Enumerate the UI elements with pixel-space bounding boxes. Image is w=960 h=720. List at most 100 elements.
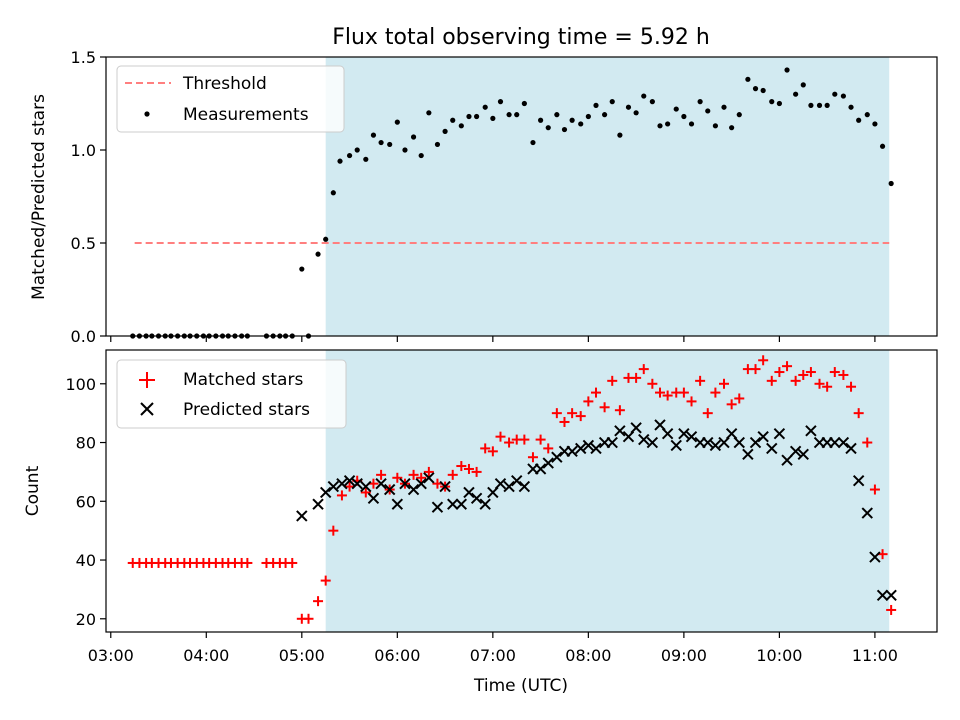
measurement-points-group <box>130 67 894 339</box>
measurement-point <box>808 102 814 108</box>
matched-star-marker <box>798 369 809 380</box>
measurement-point <box>800 82 806 88</box>
predicted-star-marker <box>789 445 802 458</box>
measurement-point <box>521 100 527 107</box>
measurement-point <box>816 102 823 108</box>
matched-star-marker <box>559 416 570 427</box>
measurement-point <box>330 190 336 196</box>
matched-star-marker <box>655 387 665 398</box>
measurement-point <box>649 99 655 105</box>
predicted-star-marker <box>709 439 722 452</box>
measurement-point <box>554 112 560 118</box>
measurement-point <box>363 156 369 162</box>
measurement-point <box>633 110 639 116</box>
measurement-point <box>617 132 623 138</box>
measurement-point <box>793 91 799 97</box>
bottom-x-tick-label: 04:00 <box>183 646 229 665</box>
measurement-point <box>705 108 711 114</box>
matched-stars-points-group <box>127 355 897 624</box>
measurement-point <box>745 76 751 82</box>
bottom-legend-box <box>116 359 347 429</box>
top-y-ticks: 0.0 0.5 1.0 1.5 <box>71 48 106 346</box>
top-observing-window <box>325 57 890 336</box>
matched-star-marker <box>766 375 777 386</box>
bottom-y-tick-label: 20 <box>76 610 96 629</box>
matched-star-marker <box>647 378 658 389</box>
top-axes-frame <box>105 56 938 337</box>
matched-star-marker <box>527 452 538 463</box>
predicted-star-marker <box>518 480 531 493</box>
measurement-point <box>346 152 353 159</box>
predicted-star-marker <box>551 451 563 463</box>
predicted-star-marker <box>670 439 682 452</box>
predicted-star-marker <box>869 551 881 563</box>
measurement-point <box>450 117 456 123</box>
predicted-star-marker <box>837 436 850 449</box>
predicted-star-marker <box>360 480 372 493</box>
measurement-point <box>497 99 504 105</box>
matched-star-marker <box>487 446 498 457</box>
measurement-point <box>370 132 377 138</box>
matched-star-marker <box>575 411 586 422</box>
matched-star-marker <box>423 466 434 477</box>
predicted-star-marker <box>575 442 587 455</box>
bottom-y-ticks: 20 40 60 80 100 <box>65 375 106 629</box>
predicted-star-marker <box>479 498 491 510</box>
matched-star-marker <box>543 443 554 454</box>
bottom-x-ticks: 03:00 04:00 05:00 06:00 07:00 08:00 09:00 10:00… <box>88 632 898 665</box>
legend-threshold-label: Threshold <box>182 74 267 94</box>
predicted-star-marker <box>431 501 444 513</box>
measurement-point <box>832 91 838 97</box>
predicted-star-marker <box>336 477 348 490</box>
measurement-point <box>506 112 512 118</box>
measurement-point <box>299 266 305 272</box>
matched-star-marker <box>678 387 689 398</box>
measurement-point <box>337 158 343 164</box>
measurement-point <box>609 99 615 105</box>
measurement-point <box>641 93 647 99</box>
matched-star-marker <box>846 381 857 392</box>
bottom-x-tick-label: 07:00 <box>470 646 516 665</box>
predicted-star-marker <box>885 589 897 601</box>
measurement-point <box>872 121 878 127</box>
bottom-y-tick-label: 80 <box>76 434 96 453</box>
predicted-star-marker <box>766 442 778 455</box>
measurement-point <box>561 126 568 133</box>
matched-star-marker <box>336 490 347 501</box>
bottom-x-tick-label: 11:00 <box>852 646 898 665</box>
measurement-point <box>474 113 480 120</box>
matched-star-marker <box>790 375 801 386</box>
matched-star-marker <box>853 408 864 419</box>
predicted-star-marker <box>797 448 809 460</box>
measurement-point <box>530 139 536 146</box>
measurement-point <box>354 147 360 153</box>
matched-star-marker <box>495 431 506 442</box>
predicted-star-marker <box>407 483 420 496</box>
measurement-point <box>856 117 862 123</box>
measurement-point <box>697 99 703 105</box>
predicted-star-marker <box>757 430 769 443</box>
predicted-star-marker <box>447 498 459 510</box>
predicted-star-marker <box>399 477 411 490</box>
matched-star-marker <box>242 557 253 568</box>
predicted-star-marker <box>582 439 595 452</box>
predicted-star-marker <box>566 445 578 458</box>
measurement-point <box>458 123 464 129</box>
measurement-point <box>752 86 759 92</box>
matched-star-marker <box>360 487 371 498</box>
matched-star-marker <box>591 387 602 398</box>
predicted-star-marker <box>702 436 714 449</box>
matched-star-marker <box>480 443 491 454</box>
bottom-x-tick-label: 05:00 <box>279 646 325 665</box>
legend-predicted-label: Predicted stars <box>183 400 310 420</box>
predicted-star-marker <box>296 510 308 522</box>
measurement-point <box>602 112 608 118</box>
top-y-tick-label: 0.5 <box>71 234 96 253</box>
matched-star-marker <box>814 378 825 389</box>
predicted-star-marker <box>375 477 387 490</box>
legend-predicted-swatch <box>140 402 154 416</box>
bottom-y-axis-label: Count <box>23 465 43 516</box>
predicted-star-marker <box>861 507 873 519</box>
matched-star-marker <box>710 387 721 398</box>
measurement-point <box>545 125 551 131</box>
